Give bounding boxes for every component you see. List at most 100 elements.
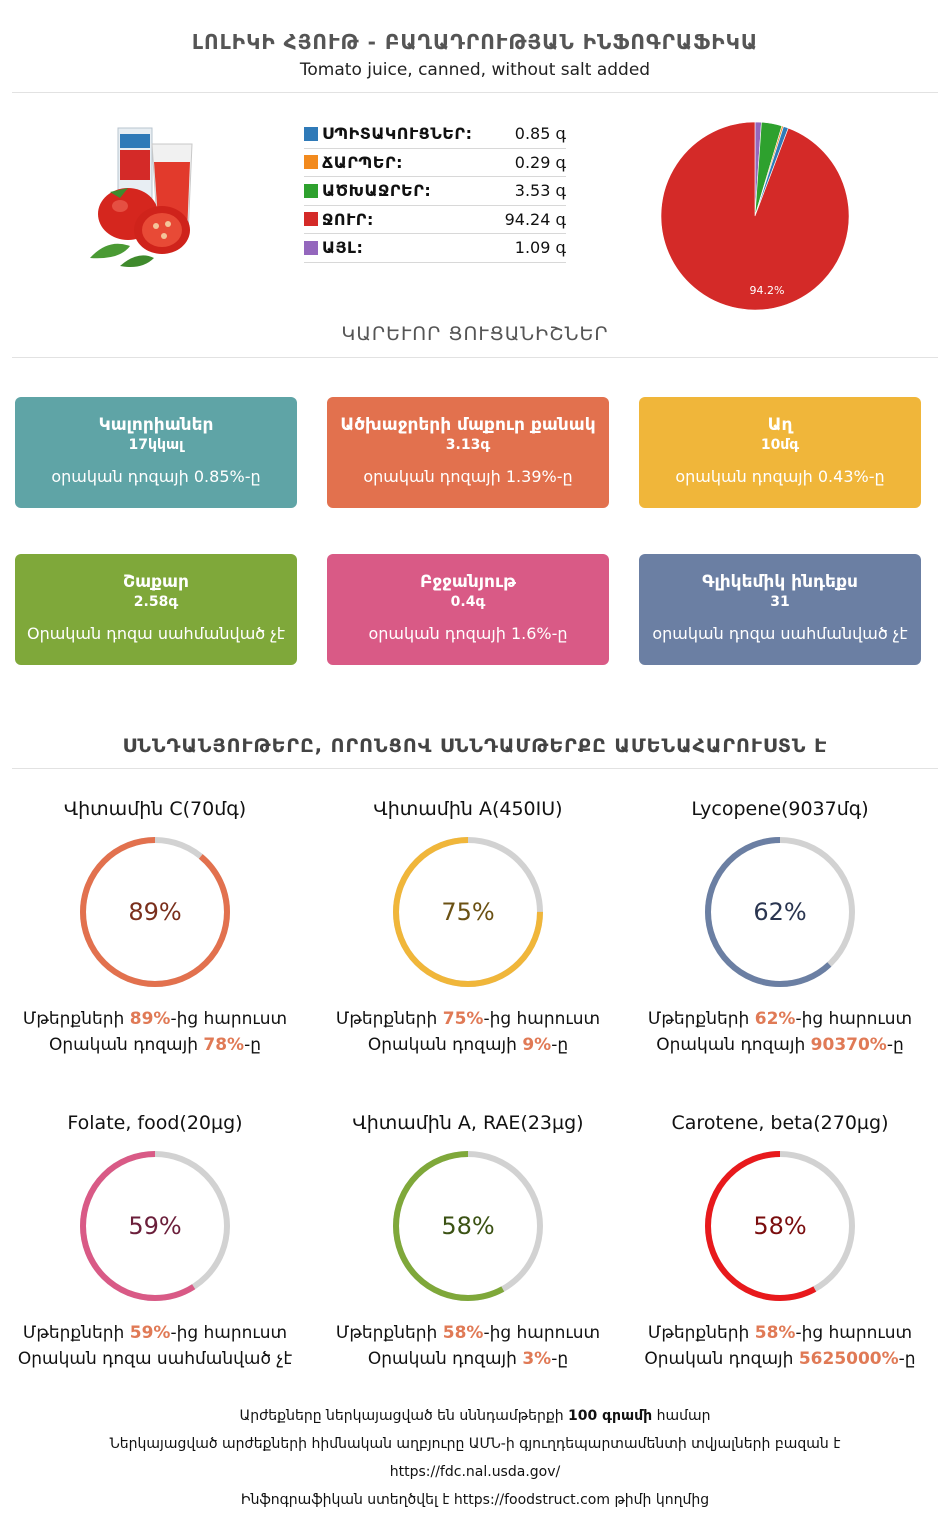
nutrient-ring: 59% <box>77 1148 233 1304</box>
daily-value-line: Օրական դոզայի 3%-ը <box>367 1349 569 1369</box>
card-title: Աղ <box>767 415 793 435</box>
rich-nutrients-heading: ՍՆՆԴԱՆՅՈՒԹԵՐԸ, ՈՐՈՆՑՈՎ ՍՆՆԴԱՄԹԵՐՔԸ ԱՄԵՆԱ… <box>122 735 828 757</box>
nutrient-ring: 62% <box>702 834 858 990</box>
legend-label: ՃԱՐՊԵՐ: <box>322 152 404 172</box>
key-indicators-heading: ԿԱՐԵՒՈՐ ՑՈՒՑԱՆԻՇՆԵՐ <box>341 323 609 345</box>
card-salt: Աղ 10մգ օրական դոզայի 0.43%-ը <box>639 397 921 508</box>
pie-label: 94.2% <box>750 284 785 297</box>
legend-label: ԱՅԼ: <box>322 238 364 258</box>
ring-percent: 58% <box>441 1212 495 1240</box>
card-sugar: Շաքար 2.58գ Օրական դոզա սահմանված չէ <box>15 554 297 665</box>
nutrient-block: Folate, food(20µg) 59% Մթերքների 59%-ից … <box>5 1112 305 1372</box>
legend-label: ՋՈՒՐ: <box>322 209 374 229</box>
ring-arc <box>705 1151 855 1301</box>
card-note: օրական դոզա սահմանված չէ <box>652 624 908 643</box>
legend-value: 3.53 գ <box>514 181 566 201</box>
nutrient-name: Վիտամին A(450IU) <box>373 798 563 820</box>
nutrient-block: Carotene, beta(270µg) 58% Մթերքների 58%-… <box>630 1112 930 1372</box>
swatch-other <box>304 240 318 255</box>
swatch-water <box>304 212 318 227</box>
daily-value-line: Օրական դոզայի 90370%-ը <box>656 1035 904 1055</box>
page-subtitle: Tomato juice, canned, without salt added <box>299 60 651 80</box>
swatch-carbs <box>304 183 318 198</box>
nutrient-block: Lycopene(9037մգ) 62% Մթերքների 62%-ից հա… <box>630 798 930 1058</box>
card-fiber: Բջջանյութ 0.4գ օրական դոզայի 1.6%-ը <box>327 554 609 665</box>
footer-source-link[interactable]: https://fdc.nal.usda.gov/ <box>389 1464 561 1480</box>
divider <box>12 768 938 769</box>
card-note: օրական դոզայի 1.39%-ը <box>363 467 573 486</box>
daily-value-line: Օրական դոզայի 5625000%-ը <box>644 1349 916 1369</box>
card-title: Ածխաջրերի մաքուր քանակ <box>340 415 596 435</box>
legend-row-other: ԱՅԼ: 1.09 գ <box>304 234 566 263</box>
nutrient-name: Վիտամին C(70մգ) <box>63 798 247 820</box>
card-note: Օրական դոզա սահմանված չէ <box>26 624 286 643</box>
divider <box>12 357 938 358</box>
ring-arc <box>705 837 855 987</box>
tomato-juice-image <box>90 127 193 267</box>
legend-value: 0.85 գ <box>514 124 566 144</box>
rich-in-line: Մթերքների 62%-ից հարուստ <box>647 1009 913 1029</box>
card-title: Կալորիաներ <box>98 415 214 435</box>
nutrient-ring: 58% <box>390 1148 546 1304</box>
legend-value: 1.09 գ <box>514 238 566 258</box>
ring-percent: 58% <box>753 1212 807 1240</box>
nutrient-block: Վիտամին C(70մգ) 89% Մթերքների 89%-ից հար… <box>5 798 305 1058</box>
divider <box>12 92 938 93</box>
ring-arc <box>393 837 543 987</box>
ring-percent: 89% <box>128 898 182 926</box>
swatch-protein <box>304 126 318 141</box>
nutrient-ring: 58% <box>702 1148 858 1304</box>
composition-pie-chart: 94.2% <box>660 121 850 311</box>
daily-value-line: Օրական դոզա սահմանված չէ <box>17 1349 293 1369</box>
ring-arc <box>80 837 230 987</box>
card-note: օրական դոզայի 0.43%-ը <box>675 467 885 486</box>
legend-row-fat: ՃԱՐՊԵՐ: 0.29 գ <box>304 149 566 177</box>
nutrient-block: Վիտամին A(450IU) 75% Մթերքների 75%-ից հա… <box>318 798 618 1058</box>
card-title: Գլիկեմիկ ինդեքս <box>702 572 858 592</box>
legend-label: ԱԾԽԱՋՐԵՐ: <box>322 181 432 201</box>
rich-in-line: Մթերքների 58%-ից հարուստ <box>647 1323 913 1343</box>
ring-percent: 62% <box>753 898 807 926</box>
rich-in-line: Մթերքների 58%-ից հարուստ <box>335 1323 601 1343</box>
composition-legend: ՍՊԻՏԱԿՈՒՑՆԵՐ: 0.85 գ ՃԱՐՊԵՐ: 0.29 գ ԱԾԽԱ… <box>304 120 566 263</box>
nutrient-name: Lycopene(9037մգ) <box>691 798 869 820</box>
card-title: Շաքար <box>123 572 189 592</box>
nutrient-name: Carotene, beta(270µg) <box>671 1112 889 1134</box>
footer: Արժեքները ներկայացված են սննդամթերքի 100… <box>0 1402 950 1514</box>
rich-in-line: Մթերքների 75%-ից հարուստ <box>335 1009 601 1029</box>
nutrient-ring: 75% <box>390 834 546 990</box>
card-calories: Կալորիաներ 17կկալ օրական դոզայի 0.85%-ը <box>15 397 297 508</box>
legend-row-protein: ՍՊԻՏԱԿՈՒՑՆԵՐ: 0.85 գ <box>304 120 566 149</box>
nutrient-name: Վիտամին A, RAE(23µg) <box>352 1112 584 1134</box>
daily-value-line: Օրական դոզայի 9%-ը <box>367 1035 569 1055</box>
ring-percent: 59% <box>128 1212 182 1240</box>
legend-row-water: ՋՈՒՐ: 94.24 գ <box>304 206 566 234</box>
legend-value: 94.24 գ <box>504 209 566 229</box>
rich-in-line: Մթերքների 89%-ից հարուստ <box>22 1009 288 1029</box>
card-value: 0.4գ <box>450 594 486 610</box>
card-title: Բջջանյութ <box>420 572 516 592</box>
card-note: օրական դոզայի 1.6%-ը <box>368 624 568 643</box>
nutrient-block: Վիտամին A, RAE(23µg) 58% Մթերքների 58%-ի… <box>318 1112 618 1372</box>
daily-value-line: Օրական դոզայի 78%-ը <box>48 1035 262 1055</box>
card-net-carbs: Ածխաջրերի մաքուր քանակ 3.13գ օրական դոզա… <box>327 397 609 508</box>
footer-note: Արժեքները ներկայացված են սննդամթերքի 100… <box>239 1408 711 1424</box>
card-glycemic-index: Գլիկեմիկ ինդեքս 31 օրական դոզա սահմանված… <box>639 554 921 665</box>
swatch-fat <box>304 155 318 170</box>
card-value: 31 <box>770 594 790 610</box>
legend-row-carbs: ԱԾԽԱՋՐԵՐ: 3.53 գ <box>304 177 566 206</box>
card-value: 17կկալ <box>128 437 184 453</box>
card-note: օրական դոզայի 0.85%-ը <box>51 467 261 486</box>
nutrient-name: Folate, food(20µg) <box>67 1112 243 1134</box>
ring-arc <box>80 1151 230 1301</box>
card-value: 3.13գ <box>445 437 491 453</box>
card-value: 10մգ <box>760 437 800 453</box>
legend-value: 0.29 գ <box>514 152 566 172</box>
legend-label: ՍՊԻՏԱԿՈՒՑՆԵՐ: <box>322 124 473 144</box>
rich-in-line: Մթերքների 59%-ից հարուստ <box>22 1323 288 1343</box>
pie-slice <box>660 121 850 311</box>
ring-arc <box>393 1151 543 1301</box>
nutrient-ring: 89% <box>77 834 233 990</box>
footer-source: Ներկայացված արժեքների հիմնական աղբյուրը … <box>109 1436 841 1452</box>
footer-credit: Ինֆոգրաֆիկան ստեղծվել է https://foodstru… <box>240 1492 710 1508</box>
